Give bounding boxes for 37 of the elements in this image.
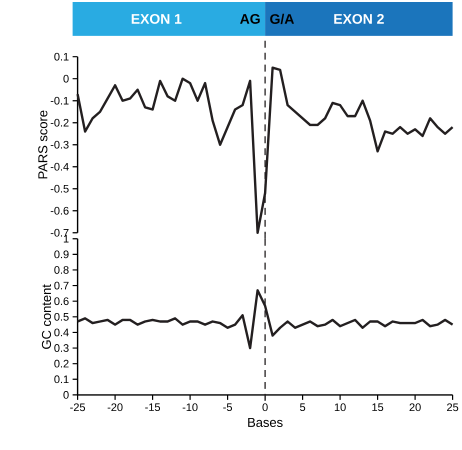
x-tick-label: -10: [182, 404, 198, 412]
y-tick-label: -0.5: [50, 185, 69, 193]
y-tick-label: -0.1: [50, 97, 69, 105]
x-tick-label: 15: [372, 404, 384, 412]
y-axis-title: GC content: [42, 284, 52, 350]
x-tick-label: -20: [108, 404, 123, 412]
y-tick-label: -0.4: [50, 163, 69, 171]
text: G/A: [270, 14, 294, 24]
x-tick-label: 5: [300, 404, 306, 412]
x-tick-label: 20: [410, 404, 421, 412]
y-tick-label: 0.8: [54, 266, 69, 274]
y-tick-label: 0.7: [54, 282, 69, 290]
x-tick-label: 10: [334, 404, 346, 412]
y-tick-label: 0: [63, 391, 69, 399]
y-tick-label: 0.6: [54, 298, 69, 306]
y-tick-label: 0.3: [54, 344, 69, 352]
text: EXON 2: [334, 14, 384, 24]
y-tick-label: -0.7: [50, 229, 69, 237]
y-axis-title: PARS score: [38, 110, 48, 179]
y-tick-label: 0.5: [54, 313, 69, 321]
y-tick-label: 0.9: [54, 250, 69, 258]
y-tick-label: -0.2: [50, 119, 69, 127]
x-axis-title: Bases: [248, 418, 283, 428]
y-tick-label: 0.4: [54, 328, 69, 336]
y-tick-label: 0: [63, 75, 69, 83]
x-tick-label: 25: [447, 404, 458, 412]
text: EXON 1: [132, 14, 182, 24]
y-tick-label: -0.3: [50, 141, 69, 149]
y-tick-label: 0.2: [54, 360, 69, 368]
y-tick-label: 0.1: [54, 53, 69, 61]
y-tick-label: 0.1: [54, 376, 69, 384]
x-tick-label: 0: [262, 404, 268, 412]
text: AG: [240, 14, 260, 24]
x-tick-label: -15: [145, 404, 160, 412]
x-tick-label: -5: [223, 404, 232, 412]
y-tick-label: -0.6: [50, 207, 69, 215]
x-tick-label: -25: [70, 404, 86, 412]
